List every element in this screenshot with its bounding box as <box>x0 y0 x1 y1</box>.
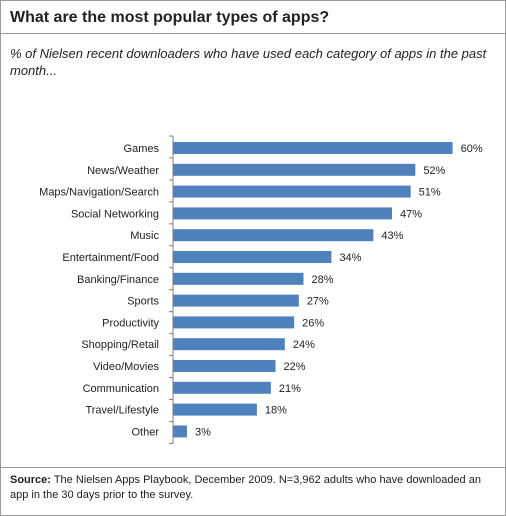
value-label: 22% <box>284 361 306 373</box>
value-label: 34% <box>339 252 361 264</box>
bar <box>173 207 393 220</box>
category-label: Travel/Lifestyle <box>85 405 159 417</box>
category-label: Communication <box>83 383 159 395</box>
value-label: 51% <box>419 187 441 199</box>
category-label: Productivity <box>102 317 159 329</box>
source-note: Source: The Nielsen Apps Playbook, Decem… <box>10 473 490 503</box>
bar <box>173 185 411 198</box>
top-divider <box>1 33 505 34</box>
source-text: The Nielsen Apps Playbook, December 2009… <box>10 474 481 501</box>
value-label: 43% <box>381 230 403 242</box>
bar <box>173 251 332 263</box>
source-label: Source: <box>10 474 51 486</box>
chart-subtitle: % of Nielsen recent downloaders who have… <box>10 46 487 78</box>
category-label: Maps/Navigation/Search <box>39 187 159 199</box>
bar <box>173 294 299 307</box>
category-label: Other <box>131 426 159 438</box>
category-label: Games <box>124 143 160 155</box>
value-label: 21% <box>279 383 301 395</box>
bar <box>173 403 257 416</box>
value-label: 26% <box>302 317 324 329</box>
value-label: 18% <box>265 405 287 417</box>
category-label: Music <box>130 230 159 242</box>
value-label: 27% <box>307 296 329 308</box>
category-label: Banking/Finance <box>77 274 159 286</box>
bar <box>173 425 187 438</box>
category-label: Sports <box>127 296 159 308</box>
chart-title: What are the most popular types of apps? <box>10 9 330 26</box>
bar <box>173 316 295 329</box>
category-label: Social Networking <box>71 208 159 220</box>
category-label: News/Weather <box>87 165 159 177</box>
bar <box>173 163 416 176</box>
value-label: 47% <box>400 208 422 220</box>
value-label: 28% <box>311 274 333 286</box>
bar <box>173 272 304 285</box>
bar <box>173 229 374 242</box>
bar <box>173 142 453 154</box>
bar <box>173 360 276 372</box>
value-label: 60% <box>461 143 483 155</box>
category-label: Shopping/Retail <box>81 339 159 351</box>
value-label: 52% <box>423 165 445 177</box>
bar <box>173 381 271 394</box>
bar-chart: Games 60% News/Weather 52% Maps/Navigation/S… <box>39 135 483 444</box>
bottom-divider <box>1 467 505 468</box>
value-label: 3% <box>195 426 211 438</box>
bar <box>173 338 285 351</box>
category-label: Video/Movies <box>93 361 159 373</box>
value-label: 24% <box>293 339 315 351</box>
category-label: Entertainment/Food <box>62 252 159 264</box>
